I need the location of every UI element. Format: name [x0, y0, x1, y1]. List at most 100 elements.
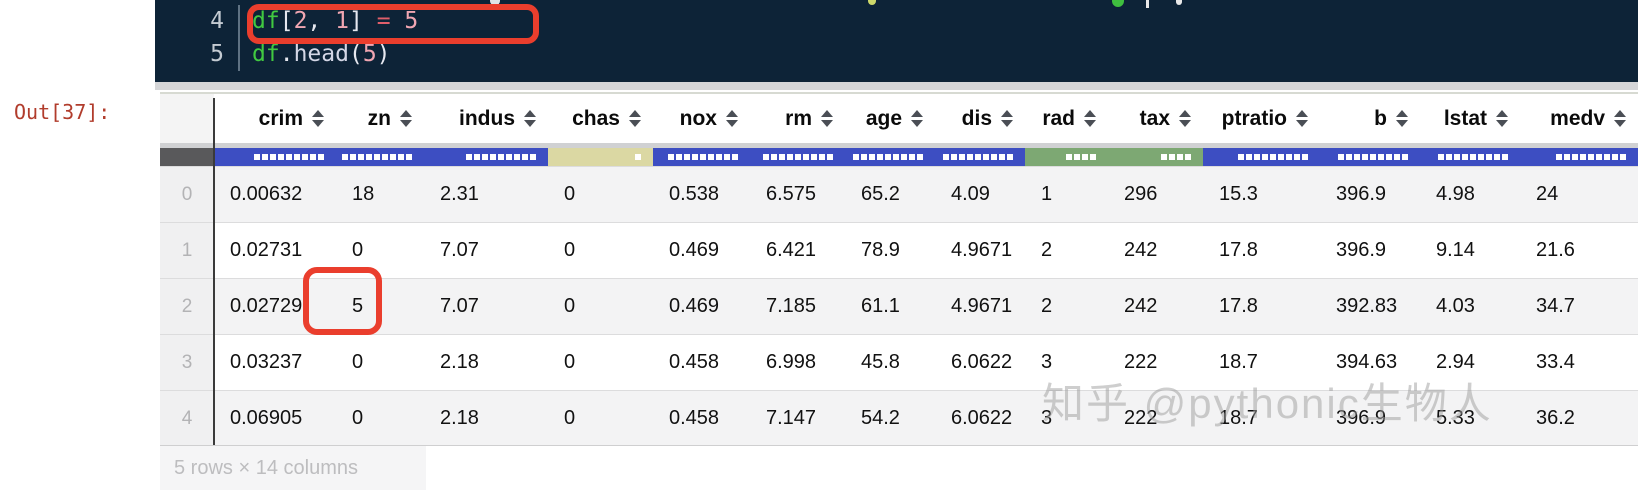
cell-rm[interactable]: 6.575: [766, 183, 817, 205]
cell-ptratio[interactable]: 15.3: [1219, 183, 1258, 205]
cell-chas[interactable]: 0: [564, 183, 576, 205]
cell-ptratio[interactable]: 18.7: [1219, 351, 1258, 373]
cell-medv[interactable]: 34.7: [1536, 295, 1575, 317]
column-header-b[interactable]: b: [1320, 94, 1420, 143]
cell-lstat[interactable]: 4.98: [1436, 183, 1475, 205]
cell-medv[interactable]: 33.4: [1536, 351, 1575, 373]
cell-b[interactable]: 396.9: [1336, 183, 1387, 205]
cell-b[interactable]: 396.9: [1336, 239, 1387, 261]
cell-tax[interactable]: 296: [1124, 183, 1158, 205]
cell-lstat[interactable]: 9.14: [1436, 239, 1475, 261]
cell-dis[interactable]: 4.09: [951, 183, 990, 205]
cell-chas[interactable]: 0: [564, 351, 576, 373]
cell-indus[interactable]: 7.07: [440, 295, 479, 317]
cell-age[interactable]: 65.2: [861, 183, 900, 205]
cell-ptratio[interactable]: 17.8: [1219, 239, 1258, 261]
cell-rad[interactable]: 2: [1041, 239, 1053, 261]
filter-bar-medv[interactable]: [1520, 148, 1638, 166]
cell-rad[interactable]: 3: [1041, 351, 1053, 373]
cell-zn[interactable]: 0: [352, 351, 364, 373]
cell-crim[interactable]: 0.00632: [230, 183, 303, 205]
cell-crim[interactable]: 0.02731: [230, 239, 303, 261]
cell-nox[interactable]: 0.458: [669, 351, 720, 373]
filter-bar-rad[interactable]: [1025, 148, 1108, 166]
cell-zn[interactable]: 18: [352, 183, 375, 205]
filter-bar-age[interactable]: [845, 148, 935, 166]
cell-dis[interactable]: 6.0622: [951, 351, 1013, 373]
cell-nox[interactable]: 0.469: [669, 239, 720, 261]
cell-age[interactable]: 78.9: [861, 239, 900, 261]
cell-tax[interactable]: 222: [1124, 351, 1158, 373]
filter-bar-chas[interactable]: [548, 148, 653, 166]
cell-lstat[interactable]: 2.94: [1436, 351, 1475, 373]
column-header-chas[interactable]: chas: [548, 94, 653, 143]
cell-indus[interactable]: 2.18: [440, 407, 479, 429]
cell-ptratio[interactable]: 18.7: [1219, 407, 1258, 429]
column-header-zn[interactable]: zn: [336, 94, 424, 143]
cell-dis[interactable]: 6.0622: [951, 407, 1013, 429]
cell-rm[interactable]: 6.998: [766, 351, 817, 373]
cell-zn[interactable]: 5: [352, 295, 364, 317]
column-header-rm[interactable]: rm: [750, 94, 845, 143]
cell-rad[interactable]: 3: [1041, 407, 1053, 429]
column-header-rad[interactable]: rad: [1025, 94, 1108, 143]
filter-bar-tax[interactable]: [1108, 148, 1203, 166]
filter-bar-ptratio[interactable]: [1203, 148, 1320, 166]
cell-b[interactable]: 392.83: [1336, 295, 1398, 317]
cell-indus[interactable]: 7.07: [440, 239, 479, 261]
cell-b[interactable]: 394.63: [1336, 351, 1398, 373]
cell-chas[interactable]: 0: [564, 295, 576, 317]
column-header-indus[interactable]: indus: [424, 94, 548, 143]
cell-ptratio[interactable]: 17.8: [1219, 295, 1258, 317]
column-header-ptratio[interactable]: ptratio: [1203, 94, 1320, 143]
cell-tax[interactable]: 242: [1124, 295, 1158, 317]
filter-bar-zn[interactable]: [336, 148, 424, 166]
cell-dis[interactable]: 4.9671: [951, 239, 1013, 261]
filter-bar-crim[interactable]: [214, 148, 336, 166]
cell-dis[interactable]: 4.9671: [951, 295, 1013, 317]
cell-rad[interactable]: 1: [1041, 183, 1053, 205]
filter-bar-nox[interactable]: [653, 148, 750, 166]
cell-chas[interactable]: 0: [564, 407, 576, 429]
cell-age[interactable]: 61.1: [861, 295, 900, 317]
column-header-age[interactable]: age: [845, 94, 935, 143]
cell-indus[interactable]: 2.31: [440, 183, 479, 205]
cell-medv[interactable]: 21.6: [1536, 239, 1575, 261]
cell-lstat[interactable]: 4.03: [1436, 295, 1475, 317]
cell-b[interactable]: 396.9: [1336, 407, 1387, 429]
cell-nox[interactable]: 0.469: [669, 295, 720, 317]
filter-bar-lstat[interactable]: [1420, 148, 1520, 166]
code-cell[interactable]: 4 df[2, 1] = 5 5 df.head(5): [155, 0, 1638, 82]
cell-crim[interactable]: 0.03237: [230, 351, 303, 373]
cell-zn[interactable]: 0: [352, 407, 364, 429]
cell-lstat[interactable]: 5.33: [1436, 407, 1475, 429]
cell-nox[interactable]: 0.538: [669, 183, 720, 205]
cell-crim[interactable]: 0.02729: [230, 295, 303, 317]
cell-nox[interactable]: 0.458: [669, 407, 720, 429]
column-header-lstat[interactable]: lstat: [1420, 94, 1520, 143]
cell-rad[interactable]: 2: [1041, 295, 1053, 317]
filter-bar-b[interactable]: [1320, 148, 1420, 166]
filter-bar-dot: [983, 154, 989, 160]
cell-tax[interactable]: 242: [1124, 239, 1158, 261]
cell-rm[interactable]: 6.421: [766, 239, 817, 261]
cell-rm[interactable]: 7.185: [766, 295, 817, 317]
column-header-crim[interactable]: crim: [214, 94, 336, 143]
filter-bar-dis[interactable]: [935, 148, 1025, 166]
column-header-medv[interactable]: medv: [1520, 94, 1638, 143]
column-header-tax[interactable]: tax: [1108, 94, 1203, 143]
cell-medv[interactable]: 36.2: [1536, 407, 1575, 429]
cell-crim[interactable]: 0.06905: [230, 407, 303, 429]
cell-chas[interactable]: 0: [564, 239, 576, 261]
cell-tax[interactable]: 222: [1124, 407, 1158, 429]
cell-zn[interactable]: 0: [352, 239, 364, 261]
filter-bar-indus[interactable]: [424, 148, 548, 166]
filter-bar-rm[interactable]: [750, 148, 845, 166]
cell-age[interactable]: 54.2: [861, 407, 900, 429]
column-header-dis[interactable]: dis: [935, 94, 1025, 143]
cell-rm[interactable]: 7.147: [766, 407, 817, 429]
cell-medv[interactable]: 24: [1536, 183, 1559, 205]
cell-indus[interactable]: 2.18: [440, 351, 479, 373]
column-header-nox[interactable]: nox: [653, 94, 750, 143]
cell-age[interactable]: 45.8: [861, 351, 900, 373]
